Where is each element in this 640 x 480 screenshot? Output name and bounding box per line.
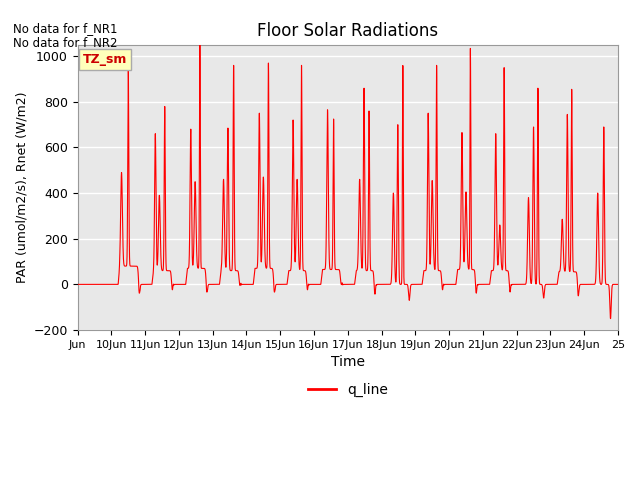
Text: No data for f_NR1: No data for f_NR1 [13,22,117,35]
Text: TZ_sm: TZ_sm [83,53,127,66]
Title: Floor Solar Radiations: Floor Solar Radiations [257,22,438,40]
Y-axis label: PAR (umol/m2/s), Rnet (W/m2): PAR (umol/m2/s), Rnet (W/m2) [15,92,28,283]
Legend: q_line: q_line [302,378,393,403]
Text: No data for f_NR2: No data for f_NR2 [13,36,117,49]
X-axis label: Time: Time [331,355,365,369]
